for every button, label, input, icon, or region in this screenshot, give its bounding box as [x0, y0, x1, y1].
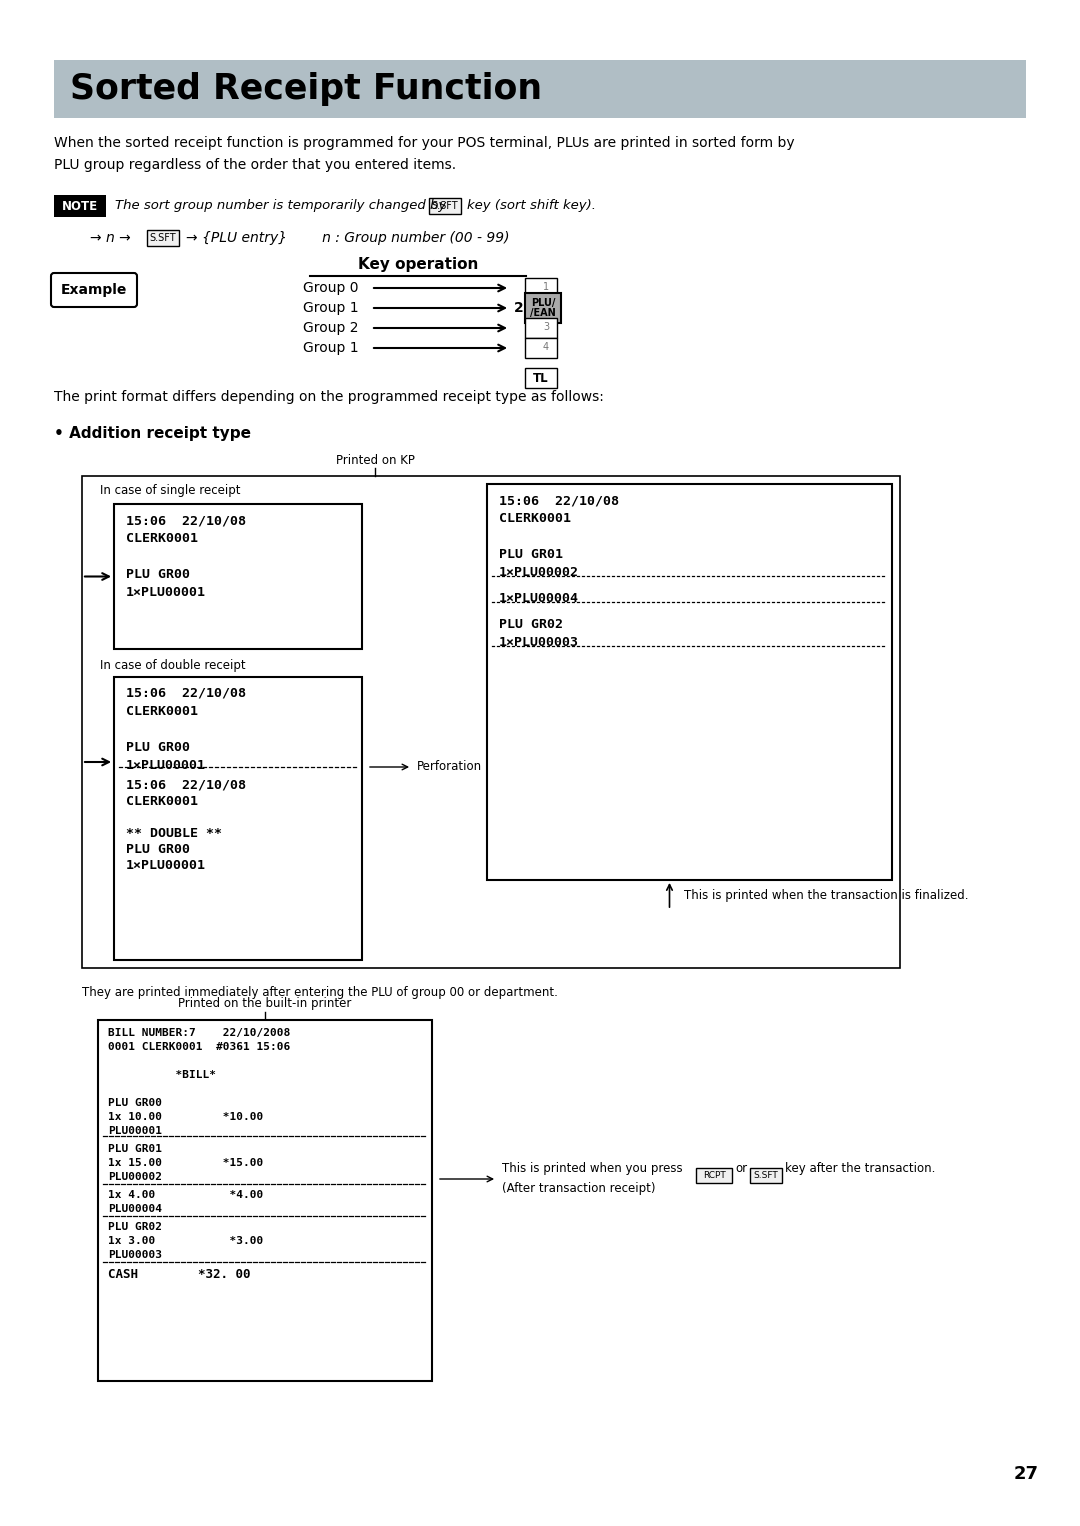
- Text: ** DOUBLE **: ** DOUBLE **: [126, 827, 222, 839]
- Text: Group 2: Group 2: [303, 320, 359, 336]
- Text: PLU GR00: PLU GR00: [126, 742, 190, 754]
- Text: PLU00003: PLU00003: [108, 1250, 162, 1260]
- Text: • Addition receipt type: • Addition receipt type: [54, 426, 251, 441]
- Text: 1x 10.00         *10.00: 1x 10.00 *10.00: [108, 1112, 264, 1122]
- Text: 1x 3.00           *3.00: 1x 3.00 *3.00: [108, 1236, 264, 1247]
- Text: They are printed immediately after entering the PLU of group 00 or department.: They are printed immediately after enter…: [82, 986, 558, 1000]
- Text: PLU00001: PLU00001: [108, 1126, 162, 1135]
- Text: S.SFT: S.SFT: [432, 201, 458, 211]
- Text: S.SFT: S.SFT: [754, 1170, 779, 1180]
- Text: 1×PLU00002: 1×PLU00002: [499, 566, 579, 578]
- Text: The sort group number is temporarily changed by: The sort group number is temporarily cha…: [114, 200, 446, 212]
- Text: 15:06  22/10/08: 15:06 22/10/08: [126, 514, 246, 526]
- Text: BILL NUMBER:7    22/10/2008: BILL NUMBER:7 22/10/2008: [108, 1029, 291, 1038]
- Text: 15:06  22/10/08: 15:06 22/10/08: [126, 687, 246, 700]
- Text: PLU GR01: PLU GR01: [108, 1144, 162, 1154]
- Text: 3: 3: [543, 322, 549, 333]
- Text: CLERK0001: CLERK0001: [499, 513, 571, 525]
- Text: 2: 2: [514, 301, 524, 314]
- Text: Group 0: Group 0: [303, 281, 359, 295]
- FancyBboxPatch shape: [147, 230, 179, 246]
- Text: Group 1: Group 1: [303, 340, 359, 356]
- Text: PLU GR00: PLU GR00: [108, 1099, 162, 1108]
- Text: When the sorted receipt function is programmed for your POS terminal, PLUs are p: When the sorted receipt function is prog…: [54, 136, 795, 172]
- Text: → {PLU entry}        n : Group number (00 - 99): → {PLU entry} n : Group number (00 - 99): [186, 230, 510, 246]
- Text: PLU/
/EAN: PLU/ /EAN: [530, 298, 556, 319]
- Text: → n →: → n →: [90, 230, 131, 246]
- Text: *BILL*: *BILL*: [108, 1070, 216, 1080]
- Text: The print format differs depending on the programmed receipt type as follows:: The print format differs depending on th…: [54, 391, 604, 404]
- Text: In case of double receipt: In case of double receipt: [100, 659, 245, 671]
- Text: PLU GR01: PLU GR01: [499, 548, 563, 562]
- Text: 1x 4.00           *4.00: 1x 4.00 *4.00: [108, 1190, 264, 1199]
- Text: Group 1: Group 1: [303, 301, 359, 314]
- FancyBboxPatch shape: [429, 198, 461, 214]
- Text: RCPT: RCPT: [703, 1170, 726, 1180]
- Text: CLERK0001: CLERK0001: [126, 795, 198, 807]
- Text: 1×PLU00003: 1×PLU00003: [499, 636, 579, 649]
- Bar: [98, 1019, 432, 1381]
- Text: Sorted Receipt Function: Sorted Receipt Function: [70, 72, 542, 105]
- Text: TL: TL: [534, 371, 549, 385]
- Text: 15:06  22/10/08: 15:06 22/10/08: [126, 778, 246, 792]
- FancyBboxPatch shape: [525, 293, 561, 324]
- Text: PLU GR02: PLU GR02: [108, 1222, 162, 1231]
- FancyBboxPatch shape: [525, 337, 557, 359]
- Text: 1×PLU00001: 1×PLU00001: [126, 859, 206, 871]
- FancyBboxPatch shape: [750, 1167, 782, 1183]
- Text: 1×PLU00004: 1×PLU00004: [499, 592, 579, 604]
- Text: NOTE: NOTE: [62, 200, 98, 212]
- Text: (After transaction receipt): (After transaction receipt): [502, 1183, 656, 1195]
- Bar: [487, 484, 892, 881]
- Text: key after the transaction.: key after the transaction.: [785, 1161, 935, 1175]
- FancyBboxPatch shape: [696, 1167, 732, 1183]
- Text: 0001 CLERK0001  #0361 15:06: 0001 CLERK0001 #0361 15:06: [108, 1042, 291, 1051]
- Text: Key operation: Key operation: [357, 256, 478, 272]
- Text: 27: 27: [1013, 1465, 1039, 1483]
- Text: In case of single receipt: In case of single receipt: [100, 484, 241, 497]
- Bar: [114, 678, 362, 960]
- Text: PLU00002: PLU00002: [108, 1172, 162, 1183]
- Text: CASH        *32. 00: CASH *32. 00: [108, 1268, 251, 1280]
- Text: This is printed when you press: This is printed when you press: [502, 1161, 683, 1175]
- Text: Printed on the built-in printer: Printed on the built-in printer: [178, 998, 352, 1010]
- Text: key (sort shift key).: key (sort shift key).: [467, 200, 596, 212]
- Text: 1×PLU00001: 1×PLU00001: [126, 758, 206, 772]
- Text: PLU GR00: PLU GR00: [126, 842, 190, 856]
- Text: This is printed when the transaction is finalized.: This is printed when the transaction is …: [685, 888, 969, 902]
- Text: PLU00004: PLU00004: [108, 1204, 162, 1215]
- FancyBboxPatch shape: [525, 368, 557, 388]
- Bar: [114, 504, 362, 649]
- Text: 1: 1: [543, 282, 549, 291]
- FancyBboxPatch shape: [525, 278, 557, 298]
- Bar: [54, 195, 106, 217]
- Text: Perforation: Perforation: [417, 760, 482, 774]
- FancyBboxPatch shape: [525, 317, 557, 337]
- Text: PLU GR02: PLU GR02: [499, 618, 563, 630]
- Text: S.SFT: S.SFT: [150, 233, 176, 243]
- Bar: [82, 476, 900, 967]
- Text: 1×PLU00001: 1×PLU00001: [126, 586, 206, 600]
- Text: 4: 4: [543, 342, 549, 353]
- FancyBboxPatch shape: [51, 273, 137, 307]
- Text: PLU GR00: PLU GR00: [126, 568, 190, 581]
- Text: 1x 15.00         *15.00: 1x 15.00 *15.00: [108, 1158, 264, 1167]
- Text: 15:06  22/10/08: 15:06 22/10/08: [499, 494, 619, 507]
- Text: Printed on KP: Printed on KP: [336, 453, 415, 467]
- Text: CLERK0001: CLERK0001: [126, 705, 198, 719]
- Text: or: or: [735, 1161, 747, 1175]
- Text: CLERK0001: CLERK0001: [126, 533, 198, 545]
- Text: Example: Example: [60, 282, 127, 298]
- Bar: [54, 60, 1026, 118]
